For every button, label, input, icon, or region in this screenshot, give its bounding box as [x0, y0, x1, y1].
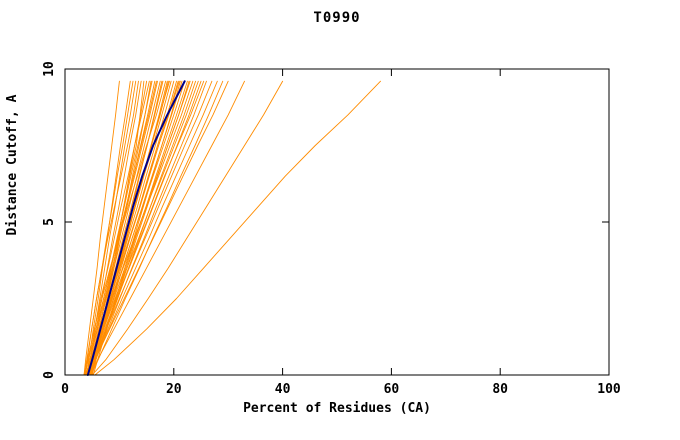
best-model-line — [86, 80, 186, 376]
x-axis-label: Percent of Residues (CA) — [243, 401, 431, 416]
model-line — [86, 80, 229, 376]
y-axis-label: Distance Cutoff, A — [5, 94, 20, 235]
x-tick-label: 80 — [492, 382, 508, 397]
model-line — [94, 80, 381, 376]
x-tick-label: 60 — [384, 382, 400, 397]
model-line — [84, 80, 157, 376]
x-tick-label: 100 — [597, 382, 621, 397]
model-line — [90, 80, 190, 376]
model-line — [90, 80, 224, 376]
model-line — [86, 80, 213, 376]
x-tick-label: 20 — [166, 382, 182, 397]
series-layer — [83, 80, 381, 376]
chart-title: T0990 — [313, 10, 360, 26]
y-tick-label: 5 — [42, 218, 57, 226]
y-tick-label: 10 — [42, 61, 57, 77]
y-tick-label: 0 — [42, 371, 57, 379]
model-line — [91, 80, 284, 376]
x-tick-label: 40 — [275, 382, 291, 397]
model-line — [85, 80, 158, 376]
model-line — [83, 80, 134, 376]
model-line — [89, 80, 245, 376]
model-line — [87, 80, 142, 376]
x-tick-label: 0 — [61, 382, 69, 397]
model-line — [91, 80, 152, 376]
plot-frame — [64, 68, 610, 376]
model-line — [83, 80, 120, 376]
model-line — [89, 80, 207, 376]
model-line — [92, 80, 181, 376]
model-line — [86, 80, 161, 376]
